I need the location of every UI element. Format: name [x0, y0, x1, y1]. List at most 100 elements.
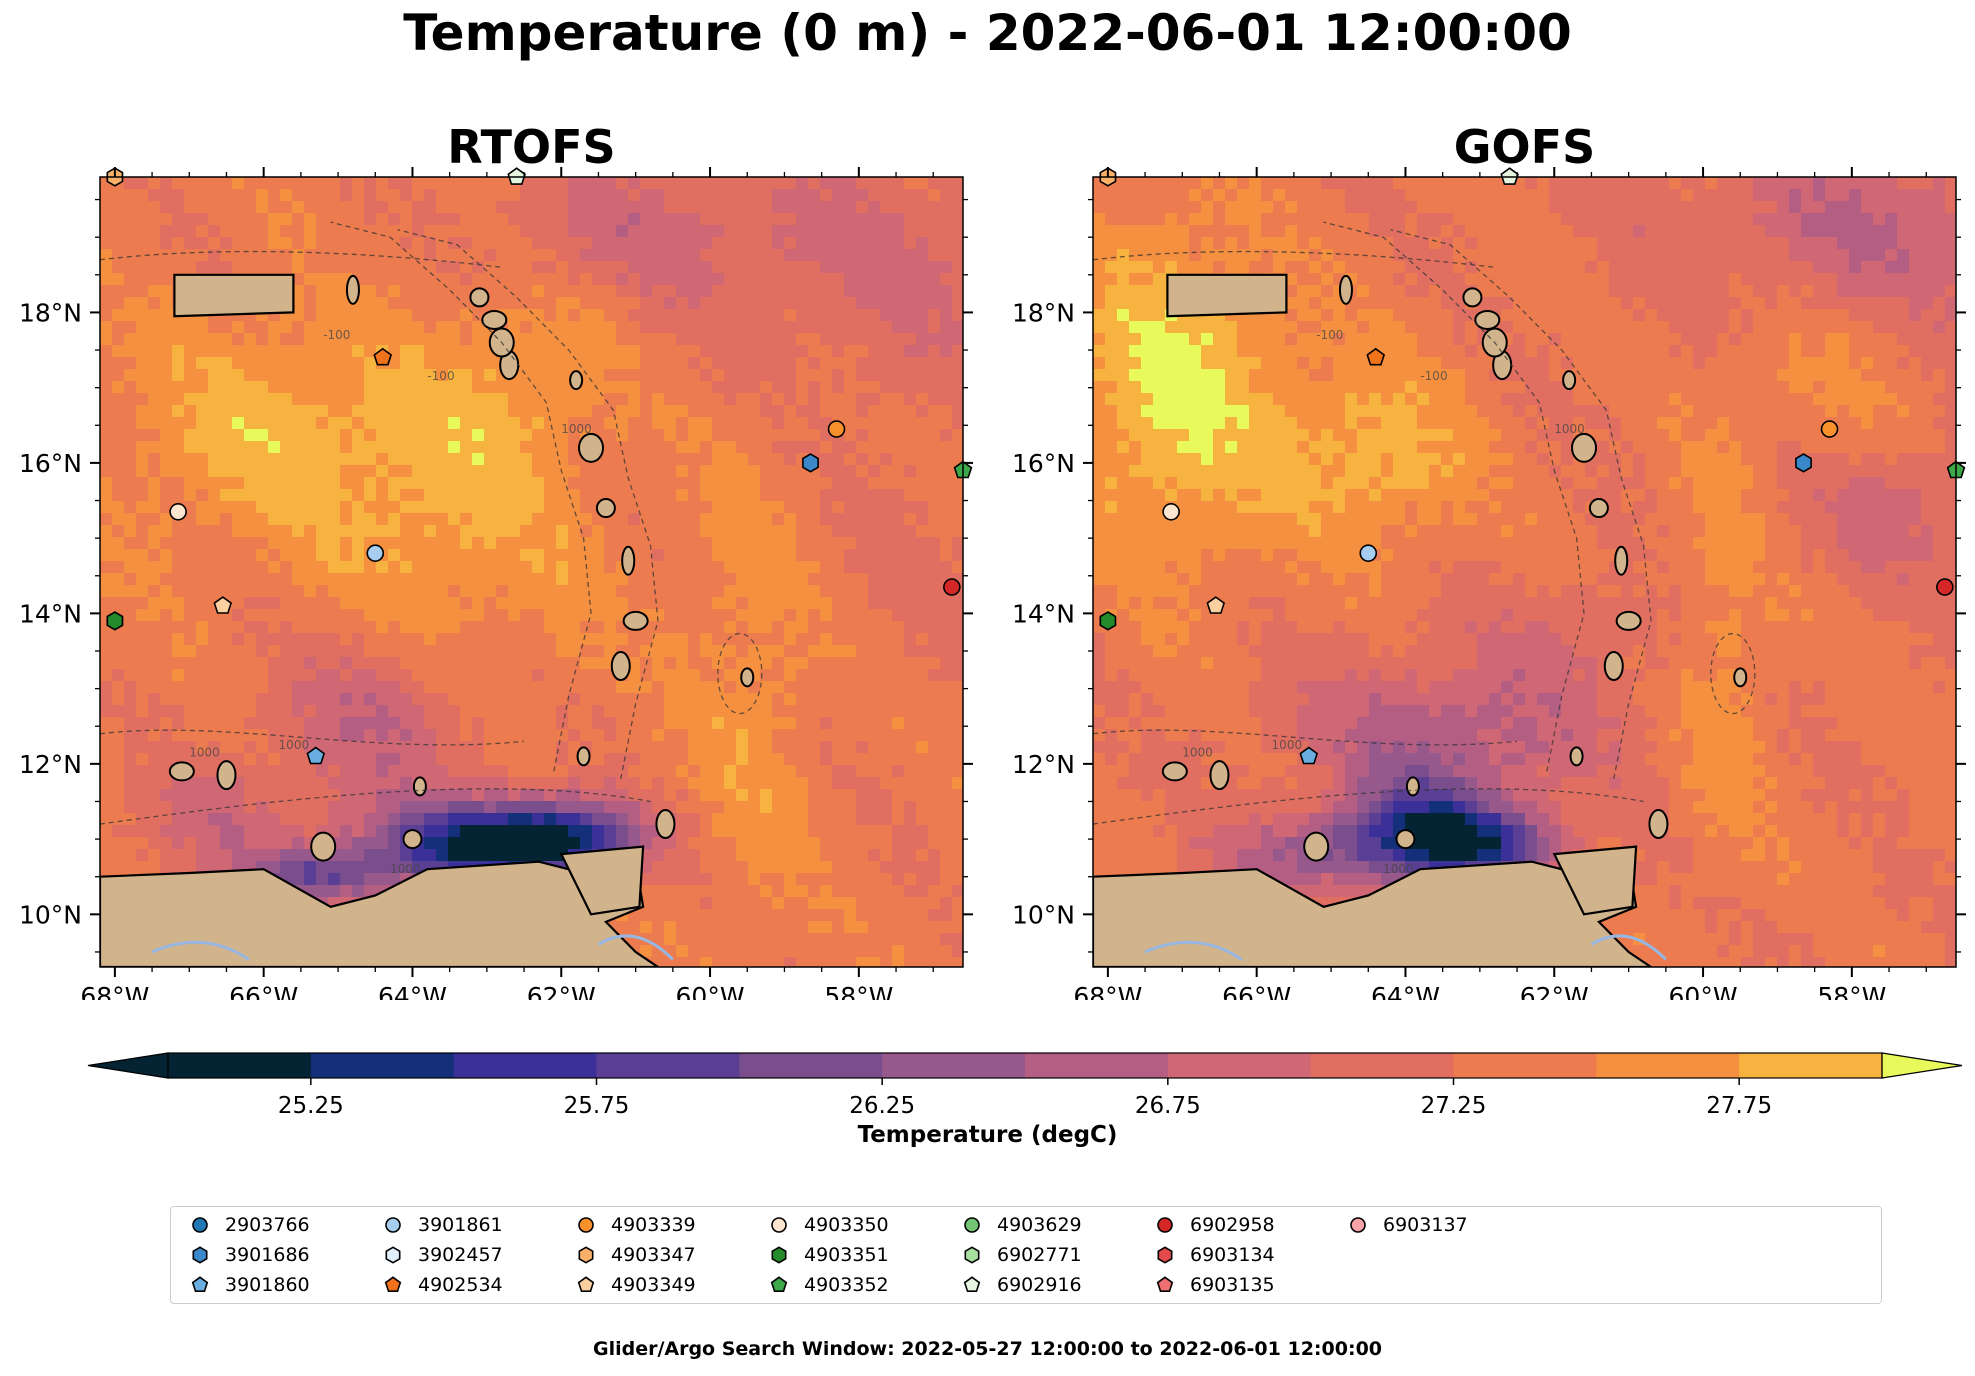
contour-label: 1000	[390, 862, 421, 876]
contour-line	[1390, 229, 1652, 780]
circle-marker	[1350, 1217, 1366, 1233]
legend-label: 4903349	[611, 1274, 696, 1296]
panel-title-gofs: GOFS	[1453, 120, 1596, 174]
legend-item-4903629: 4903629	[961, 1210, 1082, 1240]
float-4903349-marker	[1206, 596, 1226, 614]
colorbar-bin	[1310, 1053, 1455, 1078]
legend-item-4902534: 4902534	[382, 1270, 503, 1300]
island	[216, 760, 237, 791]
island	[310, 831, 337, 862]
river	[1144, 940, 1243, 961]
contour-line	[1093, 729, 1518, 746]
y-tick-label: 10°N	[1012, 900, 1075, 929]
colorbar-bin	[596, 1053, 740, 1078]
colorbar-tick-label: 25.75	[564, 1093, 630, 1119]
y-tick-label: 18°N	[19, 298, 82, 327]
legend-item-4903349: 4903349	[575, 1270, 696, 1300]
x-tick-label: 60°W	[676, 982, 745, 1000]
hexagon-marker-icon	[578, 1246, 594, 1264]
x-tick-label: 66°W	[1222, 982, 1291, 1000]
float-3901686-marker	[802, 453, 819, 473]
colorbar-bin	[882, 1053, 1026, 1078]
river	[597, 934, 674, 961]
float-3901860-marker	[1299, 746, 1319, 765]
contour-label: -100	[323, 328, 350, 342]
contour-line	[1093, 250, 1495, 268]
gofs-map: 1000 1000 1000 1000 -100 -100 68°W 66°W 64°W 62°W…	[1012, 167, 1966, 1000]
colorbar-bin	[310, 1053, 455, 1078]
colorbar-extend-high	[1881, 1052, 1963, 1079]
legend-item-3901686: 3901686	[189, 1240, 310, 1270]
legend-label: 6903137	[1383, 1214, 1468, 1236]
axes: 68°W 66°W 64°W 62°W 60°W 58°W 10°N 12°N 14°N 16°N…	[1012, 167, 1966, 1000]
puerto-rico	[173, 273, 295, 318]
legend-label: 6902771	[997, 1244, 1082, 1266]
float-4903339-marker	[1820, 420, 1839, 438]
pentagon-marker	[577, 1276, 595, 1293]
legend-item-4903351: 4903351	[768, 1240, 889, 1270]
x-tick-label: 60°W	[1669, 982, 1738, 1000]
legend-item-3901861: 3901861	[382, 1210, 503, 1240]
contour-line	[1323, 221, 1585, 772]
float-4903350-marker	[1162, 503, 1180, 521]
legend-label: 3901686	[225, 1244, 310, 1266]
pentagon-marker-icon	[1156, 1276, 1174, 1293]
legend-item-6902958: 6902958	[1154, 1210, 1275, 1240]
y-tick-label: 12°N	[1012, 750, 1075, 779]
colorbar-bin	[739, 1053, 883, 1078]
island	[1562, 370, 1577, 391]
trinidad	[559, 845, 645, 916]
contour-line	[717, 632, 763, 715]
circle-marker	[578, 1217, 594, 1233]
hexagon-marker	[192, 1246, 208, 1264]
island	[1080, 735, 1092, 763]
float-3901686-marker	[1795, 453, 1812, 473]
island	[622, 610, 649, 631]
island	[1474, 309, 1501, 330]
figure-title: Temperature (0 m) - 2022-06-01 12:00:00	[403, 4, 1572, 62]
hexagon-marker-icon	[385, 1246, 401, 1264]
colorbar-tick-label: 26.25	[849, 1093, 915, 1119]
legend-label: 4903350	[804, 1214, 889, 1236]
contour-line	[330, 221, 592, 772]
contour-label: -100	[427, 369, 454, 383]
island	[168, 761, 195, 782]
circle-marker	[771, 1217, 787, 1233]
circle-marker-icon	[578, 1217, 594, 1233]
legend-label: 4903339	[611, 1214, 696, 1236]
circle-marker-icon	[385, 1217, 401, 1233]
hexagon-marker-icon	[192, 1246, 208, 1264]
x-tick-label: 58°W	[824, 982, 893, 1000]
legend-label: 6903135	[1190, 1274, 1275, 1296]
legend-label: 6902958	[1190, 1214, 1275, 1236]
colorbar-tick-label: 26.75	[1135, 1093, 1201, 1119]
panel-title-rtofs: RTOFS	[447, 120, 616, 174]
x-tick-label: 58°W	[1817, 982, 1886, 1000]
colorbar-bin	[1739, 1053, 1883, 1078]
legend-item-4903339: 4903339	[575, 1210, 696, 1240]
legend-label: 3901860	[225, 1274, 310, 1296]
contour-label: 1000	[189, 745, 220, 759]
pentagon-marker	[1156, 1276, 1174, 1293]
y-tick-label: 10°N	[19, 900, 82, 929]
float-4902534-marker	[373, 347, 393, 366]
hexagon-marker	[964, 1246, 980, 1264]
island	[1462, 287, 1483, 308]
island	[402, 829, 423, 850]
legend-item-3901860: 3901860	[189, 1270, 310, 1300]
hexagon-marker	[385, 1246, 401, 1264]
island	[740, 667, 755, 688]
float-4903351-marker	[1099, 611, 1117, 631]
contour-line	[100, 729, 525, 746]
float-4903350-marker	[169, 503, 187, 521]
legend-label: 4903347	[611, 1244, 696, 1266]
trinidad	[1552, 845, 1638, 916]
island	[1405, 776, 1420, 797]
x-tick-label: 66°W	[229, 982, 298, 1000]
y-tick-label: 16°N	[19, 449, 82, 478]
rtofs-map: 1000 1000 1000 1000 -100 -100 68°W 66°W 64°W 62°W…	[19, 167, 973, 1000]
x-tick-label: 64°W	[1371, 982, 1440, 1000]
circle-marker-icon	[1157, 1217, 1173, 1233]
colorbar-bin	[1596, 1053, 1740, 1078]
pentagon-marker	[963, 1276, 981, 1293]
